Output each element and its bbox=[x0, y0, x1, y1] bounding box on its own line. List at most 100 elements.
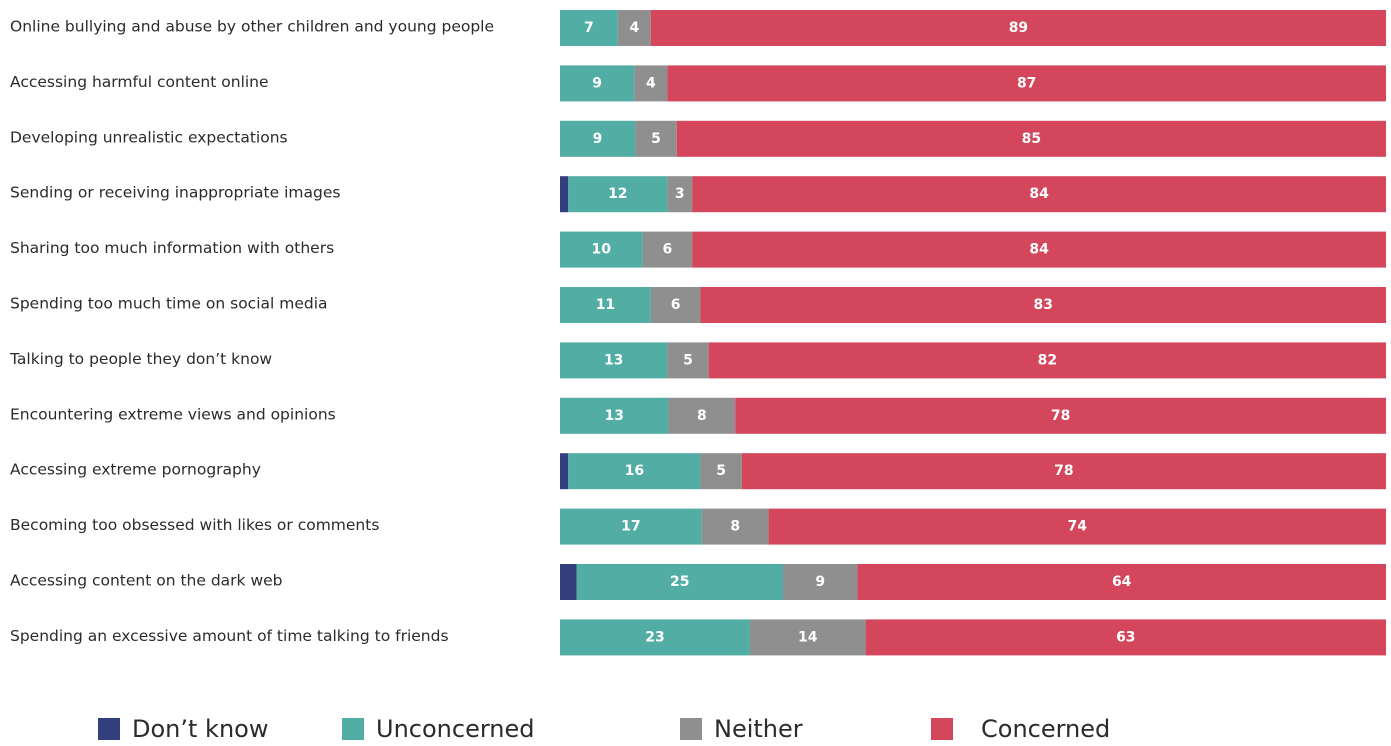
bar-segment-concerned bbox=[708, 342, 1386, 379]
bar-segment-unconcerned bbox=[560, 619, 750, 656]
bar-segment-neither bbox=[650, 287, 701, 323]
data-label-unconcerned: 13 bbox=[604, 408, 623, 424]
data-label-neither: 14 bbox=[798, 629, 818, 645]
data-label-concerned: 78 bbox=[1051, 408, 1070, 424]
legend-label-dont-know: Don’t know bbox=[132, 715, 269, 743]
category-label: Accessing content on the dark web bbox=[10, 572, 283, 590]
bar-segment-neither bbox=[701, 508, 769, 545]
bar-segment-neither bbox=[700, 453, 742, 490]
bar-segment-concerned bbox=[857, 564, 1386, 600]
data-label-concerned: 85 bbox=[1022, 131, 1041, 147]
bar-segment-concerned bbox=[676, 120, 1386, 157]
bar-segment-dont-know bbox=[560, 176, 569, 213]
bar-segment-unconcerned bbox=[560, 287, 651, 323]
data-label-concerned: 63 bbox=[1116, 629, 1135, 645]
bar-segment-neither bbox=[749, 619, 866, 656]
data-label-concerned: 82 bbox=[1038, 352, 1057, 368]
category-label: Accessing harmful content online bbox=[10, 73, 269, 91]
legend-item-unconcerned: Unconcerned bbox=[342, 712, 534, 746]
data-label-unconcerned: 23 bbox=[645, 629, 664, 645]
bar-segment-neither bbox=[668, 397, 736, 434]
category-label: Online bullying and abuse by other child… bbox=[10, 18, 494, 36]
category-labels: Online bullying and abuse by other child… bbox=[9, 18, 494, 645]
data-label-concerned: 84 bbox=[1029, 242, 1049, 258]
bar-segment-dont-know bbox=[560, 564, 577, 600]
legend-swatch-neither bbox=[680, 718, 702, 740]
bar-segment-unconcerned bbox=[568, 176, 668, 213]
legend-item-neither: Neither bbox=[680, 712, 803, 746]
bar-segment-unconcerned bbox=[560, 508, 702, 545]
bar-segment-concerned bbox=[865, 619, 1386, 656]
legend-label-neither: Neither bbox=[714, 715, 803, 743]
data-label-neither: 9 bbox=[815, 574, 825, 590]
legend-item-dont-know: Don’t know bbox=[98, 712, 268, 746]
data-label-unconcerned: 17 bbox=[621, 519, 640, 535]
data-label-unconcerned: 10 bbox=[592, 242, 612, 258]
data-label-unconcerned: 9 bbox=[592, 75, 602, 91]
category-label: Becoming too obsessed with likes or comm… bbox=[10, 516, 379, 534]
data-label-unconcerned: 9 bbox=[593, 131, 603, 147]
bar-segment-concerned bbox=[768, 508, 1386, 545]
bar-segment-concerned bbox=[741, 453, 1386, 490]
category-label: Accessing extreme pornography bbox=[10, 461, 261, 479]
bar-segment-concerned bbox=[667, 65, 1386, 102]
data-label-neither: 6 bbox=[671, 297, 681, 313]
data-label-concerned: 78 bbox=[1054, 463, 1073, 479]
data-label-neither: 8 bbox=[697, 408, 707, 424]
bar-segment-concerned bbox=[692, 176, 1386, 213]
bar-segment-neither bbox=[667, 342, 709, 379]
legend-swatch-concerned bbox=[931, 718, 953, 740]
data-label-unconcerned: 12 bbox=[608, 186, 627, 202]
category-label: Sharing too much information with others bbox=[10, 239, 334, 257]
legend-label-unconcerned: Unconcerned bbox=[376, 715, 535, 743]
data-label-neither: 3 bbox=[675, 186, 685, 202]
bar-segment-concerned bbox=[650, 10, 1386, 46]
category-label: Talking to people they don’t know bbox=[9, 350, 272, 368]
bar-segment-unconcerned bbox=[560, 342, 668, 379]
bar-segment-neither bbox=[667, 176, 693, 213]
bar-segment-neither bbox=[617, 10, 651, 46]
category-label: Spending an excessive amount of time tal… bbox=[10, 627, 449, 645]
data-label-neither: 4 bbox=[629, 20, 639, 36]
data-label-unconcerned: 11 bbox=[596, 297, 615, 313]
bar-segment-neither bbox=[635, 120, 677, 157]
stacked-bar-chart: Online bullying and abuse by other child… bbox=[9, 10, 1386, 656]
category-label: Developing unrealistic expectations bbox=[10, 128, 288, 146]
bar-segment-unconcerned bbox=[560, 397, 669, 434]
data-label-concerned: 83 bbox=[1033, 297, 1052, 313]
category-label: Spending too much time on social media bbox=[10, 295, 328, 313]
category-label: Sending or receiving inappropriate image… bbox=[10, 184, 340, 202]
data-label-concerned: 87 bbox=[1017, 75, 1036, 91]
data-label-concerned: 64 bbox=[1112, 574, 1132, 590]
bar-segment-unconcerned bbox=[576, 564, 784, 600]
legend-label-concerned: Concerned bbox=[981, 715, 1111, 743]
data-label-neither: 4 bbox=[646, 75, 656, 91]
data-label-unconcerned: 25 bbox=[670, 574, 689, 590]
bar-segment-concerned bbox=[700, 287, 1386, 323]
bar-segment-neither bbox=[634, 65, 668, 102]
legend-item-concerned: Concerned bbox=[931, 712, 1110, 746]
bar-segment-unconcerned bbox=[560, 120, 636, 157]
data-label-unconcerned: 7 bbox=[584, 20, 594, 36]
legend: Don’t know Unconcerned Neither Concerned bbox=[0, 712, 1391, 746]
data-label-unconcerned: 13 bbox=[604, 352, 623, 368]
bar-segment-neither bbox=[783, 564, 858, 600]
bar-segment-concerned bbox=[692, 231, 1386, 268]
bar-segment-dont-know bbox=[560, 453, 569, 490]
data-label-concerned: 74 bbox=[1068, 519, 1088, 535]
bar-segment-concerned bbox=[735, 397, 1386, 434]
data-label-concerned: 84 bbox=[1029, 186, 1049, 202]
data-label-neither: 5 bbox=[716, 463, 726, 479]
data-label-neither: 5 bbox=[651, 131, 661, 147]
legend-swatch-dont-know bbox=[98, 718, 120, 740]
bar-segment-neither bbox=[642, 231, 693, 268]
bar-segment-unconcerned bbox=[560, 10, 618, 46]
data-label-concerned: 89 bbox=[1009, 20, 1028, 36]
legend-swatch-unconcerned bbox=[342, 718, 364, 740]
data-label-neither: 5 bbox=[683, 352, 693, 368]
bar-segment-unconcerned bbox=[568, 453, 701, 490]
data-label-unconcerned: 16 bbox=[625, 463, 644, 479]
category-label: Encountering extreme views and opinions bbox=[10, 405, 336, 423]
data-label-neither: 8 bbox=[730, 519, 740, 535]
